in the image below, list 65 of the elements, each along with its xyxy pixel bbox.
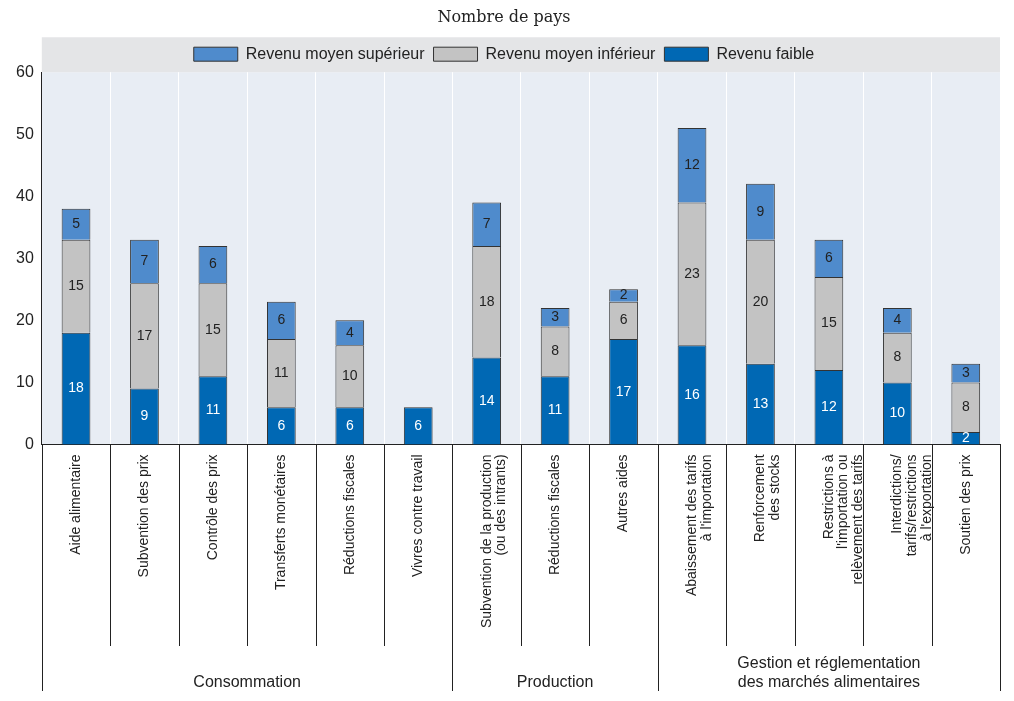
data-label: 11 xyxy=(205,401,221,418)
data-label: 15 xyxy=(821,314,837,331)
y-tick-label: 60 xyxy=(16,62,34,80)
y-tick-label: 30 xyxy=(16,248,34,266)
y-tick-label: 10 xyxy=(16,372,34,390)
data-label: 8 xyxy=(893,348,902,365)
data-label: 20 xyxy=(752,292,769,309)
data-label: 10 xyxy=(342,367,358,384)
x-tick-label: Subvention de la production (ou des intrants) xyxy=(477,454,509,629)
legend-label: Revenu moyen inférieur xyxy=(485,44,657,62)
data-label: 8 xyxy=(961,398,970,415)
text: Consommation xyxy=(193,673,301,691)
x-tick-label: Autres aides xyxy=(614,454,631,533)
data-label: 6 xyxy=(414,416,423,433)
data-label: 10 xyxy=(889,404,906,421)
data-label: 18 xyxy=(68,379,85,396)
data-label: 4 xyxy=(893,311,902,328)
x-tick-label: Abaissement des tarifs à l'importation xyxy=(682,454,714,597)
x-tick-label: Subvention des prix xyxy=(135,454,152,578)
data-label: 3 xyxy=(961,363,970,380)
data-label: 14 xyxy=(478,391,495,408)
data-label: 11 xyxy=(274,363,289,380)
data-label: 15 xyxy=(205,320,221,337)
x-tick-label: Réductions fiscales xyxy=(340,454,357,576)
data-label: 17 xyxy=(615,382,632,399)
x-tick-label: Aide alimentaire xyxy=(66,454,83,555)
data-label: 12 xyxy=(684,156,700,173)
data-label: 23 xyxy=(684,264,700,281)
data-label: 6 xyxy=(824,249,833,266)
data-label: 5 xyxy=(72,215,81,232)
data-label: 15 xyxy=(68,277,85,294)
text: Production xyxy=(516,673,594,691)
text: Gestion et réglementation des marchés alimentaires xyxy=(737,654,921,691)
legend-label: Revenu moyen supérieur xyxy=(245,44,426,62)
data-label: 9 xyxy=(756,202,765,219)
data-label: 7 xyxy=(140,252,149,269)
y-tick-label: 40 xyxy=(16,186,34,204)
data-label: 4 xyxy=(345,323,354,340)
x-tick-label: Réductions fiscales xyxy=(545,454,562,576)
x-tick-label: Contrôle des prix xyxy=(203,454,220,561)
data-label: 17 xyxy=(136,326,153,343)
x-tick-label: Vivres contre travail xyxy=(409,454,426,578)
legend-label: Revenu faible xyxy=(716,44,815,62)
data-label: 18 xyxy=(478,292,495,309)
data-label: 8 xyxy=(551,342,560,359)
data-label: 13 xyxy=(752,394,769,411)
y-tick-label: 50 xyxy=(16,124,34,142)
chart-subtitle: Nombre de pays xyxy=(437,6,571,26)
data-label: 7 xyxy=(482,215,491,232)
data-label: 16 xyxy=(684,385,700,402)
data-label: 3 xyxy=(551,308,560,325)
data-label: 2 xyxy=(619,286,628,303)
data-label: 12 xyxy=(821,398,837,415)
y-tick-label: 0 xyxy=(24,434,34,452)
data-label: 6 xyxy=(345,416,354,433)
data-label: 9 xyxy=(140,407,149,424)
data-label: 6 xyxy=(277,311,286,328)
y-tick-label: 20 xyxy=(16,310,34,328)
data-label: 6 xyxy=(209,255,218,272)
data-label: 6 xyxy=(277,416,286,433)
data-label: 2 xyxy=(961,429,970,446)
data-label: 11 xyxy=(547,401,563,418)
x-tick-label: Soutien des prix xyxy=(956,454,973,555)
x-tick-label: Transferts monétaires xyxy=(272,454,289,591)
data-label: 6 xyxy=(619,311,628,328)
